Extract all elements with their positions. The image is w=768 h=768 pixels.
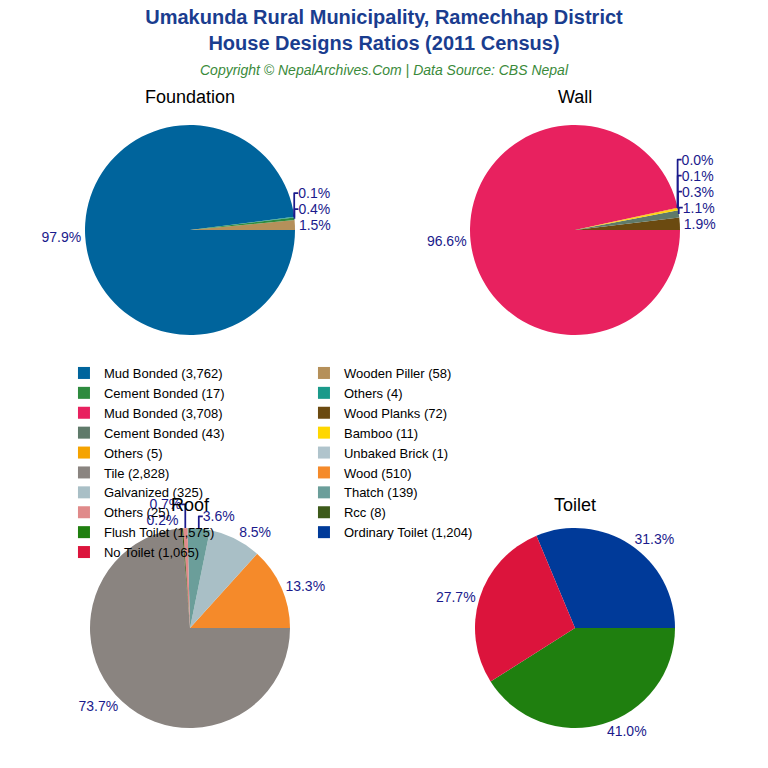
svg-text:Wooden Piller (58): Wooden Piller (58) xyxy=(344,366,451,381)
svg-text:Foundation: Foundation xyxy=(145,87,235,107)
svg-text:Cement Bonded (43): Cement Bonded (43) xyxy=(104,426,225,441)
svg-text:Others (5): Others (5) xyxy=(104,446,163,461)
svg-text:Tile (2,828): Tile (2,828) xyxy=(104,466,169,481)
svg-text:96.6%: 96.6% xyxy=(427,233,467,249)
svg-text:Others (25): Others (25) xyxy=(104,505,170,520)
svg-text:0.4%: 0.4% xyxy=(298,201,330,217)
svg-text:No Toilet (1,065): No Toilet (1,065) xyxy=(104,545,199,560)
svg-text:Cement Bonded (17): Cement Bonded (17) xyxy=(104,386,225,401)
svg-text:27.7%: 27.7% xyxy=(436,589,476,605)
svg-text:Galvanized (325): Galvanized (325) xyxy=(104,485,203,500)
svg-text:Umakunda Rural Municipality, R: Umakunda Rural Municipality, Ramechhap D… xyxy=(145,6,623,54)
svg-text:Toilet: Toilet xyxy=(554,495,596,515)
svg-text:0.1%: 0.1% xyxy=(298,185,330,201)
svg-text:0.0%: 0.0% xyxy=(682,152,714,168)
svg-text:97.9%: 97.9% xyxy=(42,229,82,245)
svg-text:0.3%: 0.3% xyxy=(682,184,714,200)
svg-text:Others (4): Others (4) xyxy=(344,386,403,401)
svg-text:3.6%: 3.6% xyxy=(203,508,235,524)
svg-text:Flush Toilet (1,575): Flush Toilet (1,575) xyxy=(104,525,214,540)
svg-text:Mud Bonded (3,762): Mud Bonded (3,762) xyxy=(104,366,223,381)
svg-text:Mud Bonded (3,708): Mud Bonded (3,708) xyxy=(104,406,223,421)
svg-text:31.3%: 31.3% xyxy=(634,531,674,547)
svg-text:Roof: Roof xyxy=(171,495,210,515)
svg-text:41.0%: 41.0% xyxy=(607,723,647,739)
svg-text:73.7%: 73.7% xyxy=(79,698,119,714)
svg-text:Copyright © NepalArchives.Com: Copyright © NepalArchives.Com | Data Sou… xyxy=(200,62,569,78)
svg-text:Thatch (139): Thatch (139) xyxy=(344,485,418,500)
svg-text:Wood (510): Wood (510) xyxy=(344,466,412,481)
svg-text:Unbaked Brick (1): Unbaked Brick (1) xyxy=(344,446,448,461)
svg-text:Bamboo (11): Bamboo (11) xyxy=(344,426,418,441)
svg-text:13.3%: 13.3% xyxy=(285,578,325,594)
svg-text:1.5%: 1.5% xyxy=(299,217,331,233)
svg-text:Rcc (8): Rcc (8) xyxy=(344,505,386,520)
svg-text:Wood Planks (72): Wood Planks (72) xyxy=(344,406,447,421)
svg-text:1.1%: 1.1% xyxy=(683,200,715,216)
svg-text:Ordinary Toilet (1,204): Ordinary Toilet (1,204) xyxy=(344,525,472,540)
svg-text:0.1%: 0.1% xyxy=(682,168,714,184)
svg-text:8.5%: 8.5% xyxy=(239,524,271,540)
svg-text:1.9%: 1.9% xyxy=(684,216,716,232)
svg-text:Wall: Wall xyxy=(558,87,592,107)
